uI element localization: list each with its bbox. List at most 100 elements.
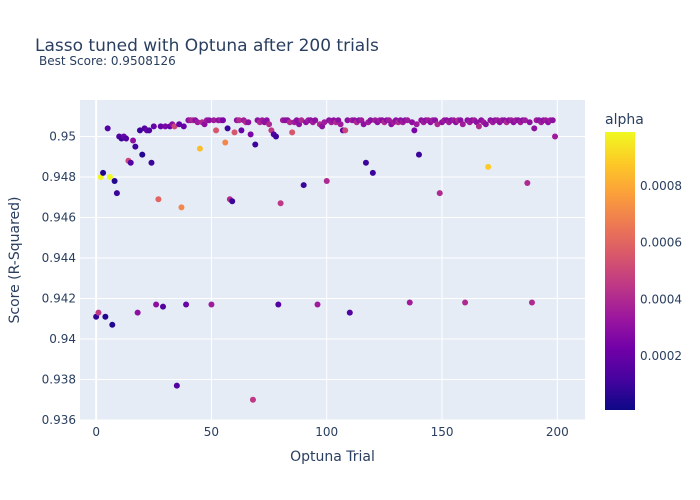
y-axis-title: Score (R-Squared) — [7, 197, 23, 324]
data-point — [132, 143, 139, 150]
grid-lines — [80, 100, 585, 421]
data-point — [100, 169, 107, 176]
y-tick-label: 0.946 — [42, 210, 76, 224]
data-point — [252, 141, 259, 148]
colorbar-title: alpha — [605, 112, 644, 128]
data-point — [275, 301, 282, 308]
colorbar — [605, 132, 635, 410]
data-point — [113, 190, 120, 197]
chart-subtitle: Best Score: 0.9508126 — [39, 54, 176, 68]
data-point — [178, 204, 185, 211]
data-point — [434, 121, 441, 128]
data-point — [475, 123, 482, 130]
data-point — [415, 151, 422, 158]
data-point — [323, 178, 330, 185]
data-point — [146, 127, 153, 134]
x-tick-label: 0 — [92, 425, 100, 439]
data-point — [245, 119, 252, 126]
data-point — [286, 119, 293, 126]
data-point — [342, 127, 349, 134]
data-point — [337, 121, 344, 128]
data-point — [436, 190, 443, 197]
data-point — [150, 123, 157, 130]
data-point — [106, 173, 113, 180]
data-point — [249, 396, 256, 403]
data-point — [526, 119, 533, 126]
data-point — [171, 123, 178, 130]
data-point — [160, 303, 167, 310]
y-tick-label: 0.944 — [42, 251, 76, 265]
data-point — [369, 169, 376, 176]
data-point — [531, 125, 538, 132]
data-point — [247, 131, 254, 138]
data-point — [176, 121, 183, 128]
data-point — [314, 301, 321, 308]
data-point — [406, 299, 413, 306]
data-point — [462, 299, 469, 306]
data-point — [139, 151, 146, 158]
data-point — [298, 117, 305, 124]
x-axis-title: Optuna Trial — [290, 449, 375, 465]
y-axis-ticks: 0.936 0.938 0.94 0.942 0.944 0.946 0.948 0.95 — [42, 129, 76, 427]
data-point — [413, 121, 420, 128]
data-point — [183, 301, 190, 308]
data-point — [321, 119, 328, 126]
data-point — [528, 299, 535, 306]
plot-area — [80, 100, 585, 420]
x-tick-label: 150 — [431, 425, 454, 439]
data-point — [266, 121, 273, 128]
data-point — [155, 196, 162, 203]
colorbar-tick-label: 0.0002 — [640, 349, 682, 363]
data-point — [231, 129, 238, 136]
data-point — [346, 309, 353, 316]
data-point — [482, 121, 489, 128]
data-points — [93, 117, 559, 403]
data-point — [485, 163, 492, 170]
data-point — [222, 139, 229, 146]
data-point — [312, 117, 319, 124]
data-point — [411, 127, 418, 134]
colorbar-tick-label: 0.0008 — [640, 179, 682, 193]
data-point — [210, 117, 217, 124]
data-point — [273, 133, 280, 140]
colorbar-ticks: 0.0002 0.0004 0.0006 0.0008 — [640, 179, 682, 363]
y-tick-label: 0.936 — [42, 413, 76, 427]
data-point — [277, 200, 284, 207]
data-point — [224, 125, 231, 132]
data-point — [236, 117, 243, 124]
data-point — [127, 159, 134, 166]
data-point — [134, 309, 141, 316]
data-point — [208, 301, 215, 308]
data-point — [196, 145, 203, 152]
data-point — [109, 321, 116, 328]
data-point — [111, 178, 118, 185]
data-point — [524, 180, 531, 187]
data-point — [404, 117, 411, 124]
y-tick-label: 0.95 — [49, 129, 76, 143]
data-point — [289, 129, 296, 136]
data-point — [104, 125, 111, 132]
data-point — [549, 117, 556, 124]
y-tick-label: 0.938 — [42, 372, 76, 386]
data-point — [157, 123, 164, 130]
data-point — [522, 117, 529, 124]
x-tick-label: 100 — [315, 425, 338, 439]
data-point — [360, 121, 367, 128]
data-point — [102, 313, 109, 320]
y-tick-label: 0.948 — [42, 170, 76, 184]
data-point — [238, 127, 245, 134]
data-point — [136, 127, 143, 134]
x-tick-label: 200 — [546, 425, 569, 439]
colorbar-tick-label: 0.0006 — [640, 236, 682, 250]
data-point — [409, 119, 416, 126]
data-point — [459, 121, 466, 128]
data-point — [552, 133, 559, 140]
y-tick-label: 0.942 — [42, 291, 76, 305]
data-point — [130, 137, 137, 144]
data-point — [300, 182, 307, 189]
data-point — [194, 119, 201, 126]
data-point — [123, 135, 130, 142]
data-point — [173, 382, 180, 389]
chart-title: Lasso tuned with Optuna after 200 trials — [35, 36, 379, 56]
